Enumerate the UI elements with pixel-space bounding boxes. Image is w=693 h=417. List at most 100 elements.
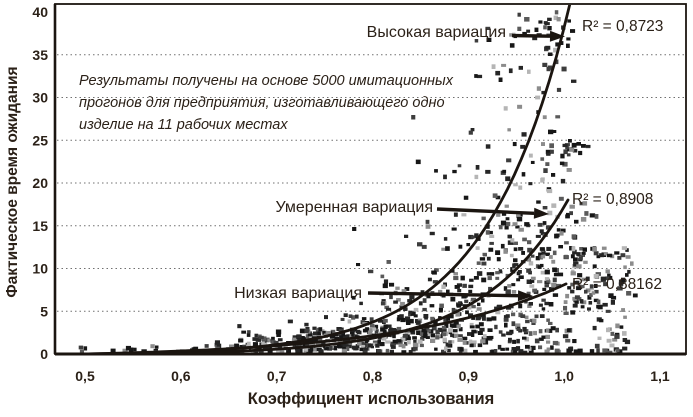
scatter-point	[503, 249, 508, 254]
scatter-point	[564, 328, 570, 334]
scatter-point	[444, 346, 448, 352]
scatter-point	[345, 346, 350, 351]
series-annotations: Высокая вариация Умеренная вариация Низк…	[234, 18, 663, 302]
scatter-point	[581, 144, 586, 148]
scatter-point	[518, 303, 523, 309]
scatter-point	[467, 332, 472, 336]
scatter-point	[566, 37, 571, 41]
scatter-point	[252, 337, 257, 341]
scatter-point	[558, 245, 563, 249]
scatter-point	[454, 333, 459, 338]
scatter-point	[305, 334, 310, 339]
scatter-point	[446, 289, 450, 294]
scatter-point	[398, 343, 403, 348]
scatter-point	[438, 289, 443, 294]
scatter-point	[614, 334, 620, 339]
scatter-point	[589, 213, 596, 218]
scatter-point	[372, 327, 376, 331]
scatter-point	[395, 286, 400, 290]
scatter-point	[276, 332, 281, 337]
scatter-point	[619, 325, 624, 329]
scatter-point	[532, 318, 537, 324]
scatter-point	[418, 301, 423, 306]
scatter-point	[304, 347, 308, 352]
scatter-point	[482, 252, 487, 256]
scatter-point	[430, 333, 436, 338]
scatter-point	[489, 241, 494, 245]
scatter-point	[307, 333, 313, 337]
y-axis-title: Фактическое время ожидания	[4, 66, 21, 297]
scatter-point	[559, 161, 565, 166]
scatter-point	[507, 240, 514, 245]
scatter-point	[408, 310, 413, 314]
scatter-point	[581, 300, 587, 305]
scatter-point	[462, 340, 467, 345]
scatter-point	[548, 321, 553, 325]
scatter-point	[570, 29, 576, 33]
scatter-point	[385, 348, 390, 353]
scatter-point	[485, 26, 491, 30]
scatter-point	[405, 319, 410, 325]
scatter-point	[560, 228, 566, 233]
scatter-point	[551, 203, 557, 208]
scatter-point	[408, 312, 412, 317]
scatter-point	[518, 227, 524, 232]
scatter-point	[597, 304, 603, 310]
scatter-point	[551, 130, 557, 133]
scatter-point	[277, 338, 283, 342]
scatter-point	[555, 268, 559, 273]
scatter-point	[309, 342, 315, 346]
scatter-point	[355, 344, 360, 348]
scatter-point	[538, 337, 544, 341]
scatter-point	[509, 253, 514, 258]
scatter-point	[556, 87, 562, 92]
scatter-point	[317, 336, 323, 342]
scatter-point	[518, 275, 524, 279]
scatter-point	[415, 159, 421, 165]
scatter-point	[567, 19, 571, 23]
scatter-point	[482, 316, 486, 321]
scatter-point	[526, 291, 531, 296]
scatter-point	[434, 169, 438, 173]
scatter-point	[624, 339, 631, 345]
scatter-point	[553, 15, 558, 21]
scatter-point	[420, 290, 425, 294]
scatter-point	[325, 331, 331, 335]
scatter-point	[471, 316, 475, 320]
scatter-point	[511, 290, 517, 294]
scatter-point	[534, 338, 540, 344]
note-annotation: Результаты получены на основе 5000 имита…	[79, 73, 454, 133]
scatter-point	[528, 261, 534, 266]
scatter-point	[538, 20, 543, 24]
r2-label-low: R² = 0,88162	[572, 276, 662, 293]
scatter-point	[258, 335, 264, 339]
scatter-point	[79, 349, 84, 353]
scatter-point	[498, 330, 503, 334]
scatter-point	[460, 275, 465, 281]
note-line-2: прогонов для предприятия, изготавливающе…	[79, 95, 445, 111]
scatter-point	[530, 276, 536, 281]
scatter-point	[431, 271, 437, 275]
scatter-point	[125, 345, 131, 351]
scatter-point	[471, 340, 477, 344]
scatter-point	[324, 315, 328, 320]
scatter-point	[481, 277, 487, 283]
scatter-point	[622, 338, 628, 342]
scatter-point	[537, 265, 542, 269]
scatter-point	[551, 173, 556, 177]
scatter-point	[78, 345, 84, 350]
scatter-point	[559, 231, 564, 236]
scatter-point	[545, 328, 550, 333]
scatter-point	[615, 323, 620, 329]
scatter-point	[543, 25, 547, 30]
scatter-point	[627, 269, 631, 274]
scatter-point	[606, 327, 611, 333]
scatter-point	[420, 336, 425, 341]
scatter-point	[555, 327, 559, 333]
scatter-point	[565, 214, 570, 219]
scatter-point	[570, 282, 575, 287]
scatter-point	[607, 275, 613, 280]
scatter-point	[441, 284, 446, 289]
scatter-point	[441, 247, 446, 251]
scatter-point	[292, 337, 298, 342]
